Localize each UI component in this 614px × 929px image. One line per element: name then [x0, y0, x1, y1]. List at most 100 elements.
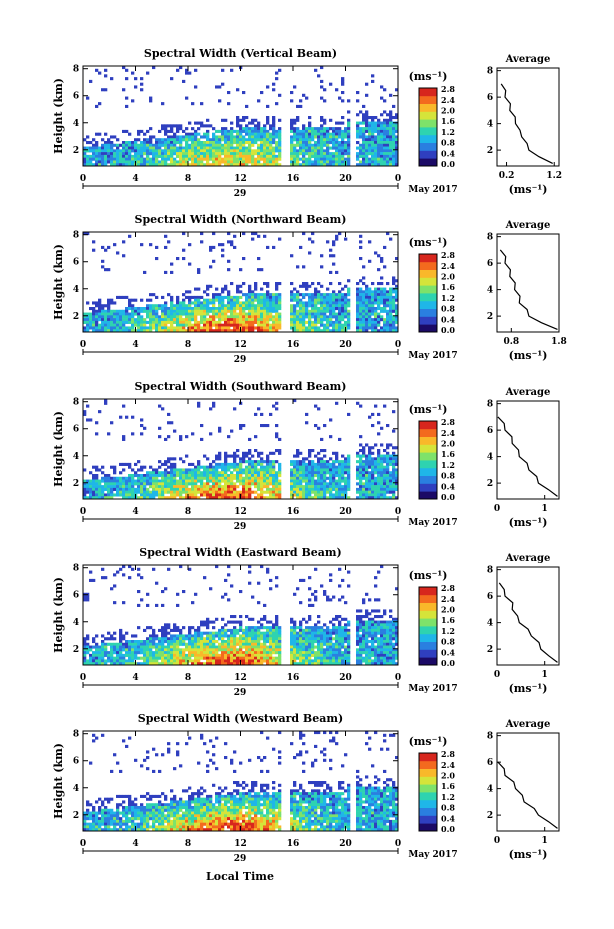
heatmap-cell — [218, 653, 222, 657]
heatmap-cell — [152, 645, 156, 649]
heatmap-cell — [290, 295, 294, 299]
heatmap-cell — [170, 149, 174, 153]
heatmap-cell — [101, 259, 105, 263]
heatmap-cell — [362, 129, 366, 133]
heatmap-cell — [365, 307, 369, 311]
heatmap-cell — [236, 326, 240, 330]
heatmap-cell — [293, 474, 297, 478]
heatmap-cell — [104, 496, 108, 500]
heatmap-cell — [335, 457, 339, 461]
heatmap-cell — [317, 496, 321, 500]
heatmap-cell — [203, 490, 207, 494]
heatmap-cell — [317, 426, 321, 430]
heatmap-cell — [380, 293, 384, 297]
heatmap-cell — [248, 493, 252, 497]
heatmap-cell — [365, 129, 369, 133]
heatmap-cell — [380, 476, 384, 480]
heatmap-cell — [89, 570, 93, 574]
heatmap-cell — [188, 312, 192, 316]
heatmap-cell — [188, 471, 192, 475]
heatmap-cell — [230, 295, 234, 299]
heatmap-cell — [362, 276, 366, 280]
heatmap-cell — [323, 479, 327, 483]
heatmap-cell — [182, 329, 186, 333]
heatmap-cell — [251, 132, 255, 136]
heatmap-cell — [290, 474, 294, 478]
heatmap-cell — [182, 146, 186, 150]
heatmap-cell — [317, 462, 321, 466]
heatmap-cell — [209, 490, 213, 494]
heatmap-cell — [347, 157, 351, 161]
heatmap-cell — [161, 476, 165, 480]
heatmap-cell — [359, 471, 363, 475]
heatmap-cell — [371, 476, 375, 480]
heatmap-cell — [152, 320, 156, 324]
heatmap-cell — [227, 293, 231, 297]
heatmap-cell — [266, 424, 270, 428]
heatmap-cell — [143, 662, 147, 666]
heatmap-cell — [344, 141, 348, 145]
heatmap-cell — [95, 474, 99, 478]
colorbar-tick-label: 0.4 — [441, 148, 455, 158]
heatmap-cell — [329, 160, 333, 164]
heatmap-cell — [182, 460, 186, 464]
heatmap-cell — [248, 474, 252, 478]
heatmap-cell — [335, 163, 339, 167]
heatmap-cell — [248, 152, 252, 156]
heatmap-cell — [338, 163, 342, 167]
heatmap-cell — [167, 474, 171, 478]
heatmap-cell — [296, 152, 300, 156]
heatmap-cell — [221, 307, 225, 311]
heatmap-cell — [245, 474, 249, 478]
heatmap-cell — [305, 320, 309, 324]
heatmap-cell — [98, 651, 102, 655]
heatmap-cell — [323, 449, 327, 453]
heatmap-cell — [344, 301, 348, 305]
heatmap-cell — [383, 149, 387, 153]
heatmap-cell — [302, 490, 306, 494]
heatmap-cell — [182, 312, 186, 316]
heatmap-cell — [341, 143, 345, 147]
heatmap-cell — [224, 149, 228, 153]
heatmap-cell — [275, 160, 279, 164]
heatmap-cell — [185, 653, 189, 657]
heatmap-cell — [200, 315, 204, 319]
heatmap-cell — [167, 141, 171, 145]
heatmap-cell — [338, 154, 342, 158]
heatmap-cell — [395, 312, 399, 316]
heatmap-cell — [266, 282, 270, 286]
heatmap-cell — [233, 468, 237, 472]
heatmap-cell — [326, 154, 330, 158]
heatmap-cell — [194, 662, 198, 666]
heatmap-cell — [275, 401, 279, 405]
heatmap-cell — [152, 152, 156, 156]
heatmap-cell — [317, 490, 321, 494]
heatmap-cell — [242, 127, 246, 131]
heatmap-cell — [194, 312, 198, 316]
heatmap-cell — [365, 290, 369, 294]
heatmap-cell — [188, 71, 192, 75]
heatmap-cell — [386, 129, 390, 133]
heatmap-cell — [329, 163, 333, 167]
heatmap-cell — [182, 471, 186, 475]
heatmap-cell — [380, 454, 384, 458]
heatmap-cell — [116, 329, 120, 333]
heatmap-cell — [203, 471, 207, 475]
heatmap-cell — [149, 307, 153, 311]
heatmap-cell — [194, 163, 198, 167]
heatmap-cell — [212, 485, 216, 489]
heatmap-cell — [128, 462, 132, 466]
heatmap-cell — [203, 482, 207, 486]
heatmap-cell — [251, 479, 255, 483]
heatmap-cell — [104, 401, 108, 405]
heatmap-cell — [233, 465, 237, 469]
heatmap-cell — [317, 451, 321, 455]
heatmap-cell — [341, 77, 345, 81]
heatmap-cell — [206, 662, 210, 666]
heatmap-cell — [98, 326, 102, 330]
heatmap-cell — [200, 301, 204, 305]
heatmap-cell — [116, 138, 120, 142]
heatmap-cell — [173, 468, 177, 472]
heatmap-cell — [125, 329, 129, 333]
avg-x-tick-label: 1.2 — [546, 171, 562, 181]
